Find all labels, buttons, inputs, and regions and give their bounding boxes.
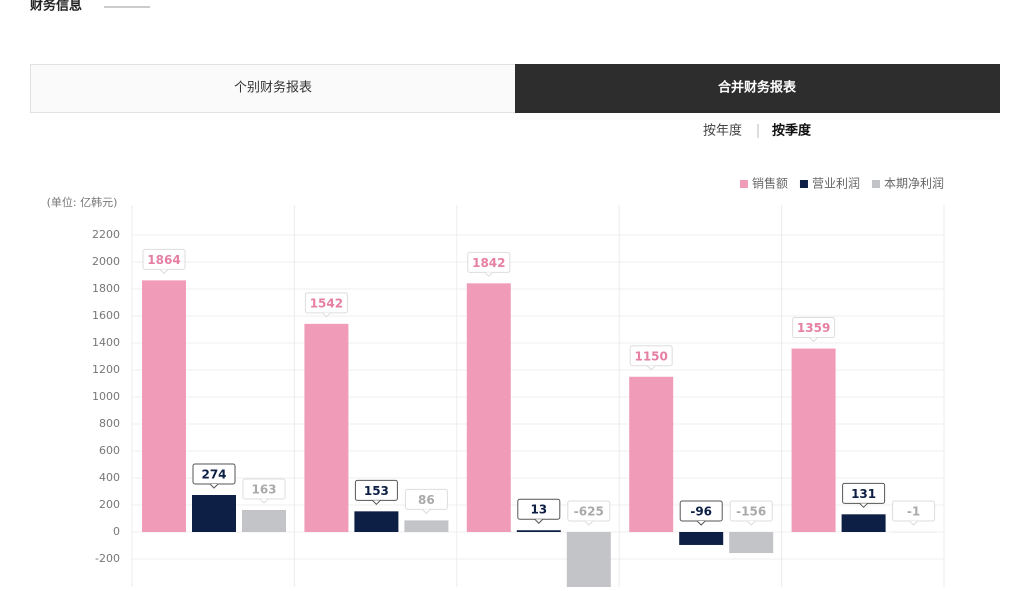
y-tick-label: 1200 [92,363,120,376]
tab-label[interactable]: 合并财务报表 [718,80,797,96]
y-tick-label: 1400 [92,336,120,349]
value-label: 86 [418,493,435,507]
value-label-pointer [485,272,493,276]
value-label: 1359 [797,321,830,335]
value-label-pointer [747,521,755,525]
legend-label: 销售额 [752,176,788,191]
legend-label: 本期净利润 [884,177,944,191]
tab-label[interactable]: 个别财务报表 [234,80,312,96]
value-label: 1864 [147,253,180,267]
value-label: 131 [851,487,876,501]
bar [192,495,236,532]
bar [517,530,561,532]
bar [729,532,773,553]
bar [679,532,723,545]
y-tick-label: 2200 [92,228,120,241]
bar [842,514,886,532]
y-tick-label: 1600 [92,309,120,322]
bar [142,280,186,532]
value-label-pointer [160,269,168,273]
value-label: -1 [907,505,920,519]
value-label: 13 [530,503,547,517]
y-tick-label: 800 [99,417,120,430]
y-tick-label: 1800 [92,282,120,295]
legend-swatch [800,180,808,188]
bar [567,532,611,587]
value-label-pointer [210,484,218,488]
value-label: 274 [201,468,226,482]
legend-swatch [740,180,748,188]
y-tick-label: 2000 [92,255,120,268]
y-axis-label: (单位: 亿韩元) [47,195,118,209]
value-label: -156 [736,505,766,519]
value-label-pointer [647,366,655,370]
y-tick-label: 200 [99,498,120,511]
legend-swatch [872,180,880,188]
y-tick-label: 1000 [92,390,120,403]
value-label-pointer [910,521,918,525]
toggle[interactable]: 按季度 [772,123,812,139]
bar [242,510,286,532]
value-label-pointer [260,499,268,503]
value-label-pointer [585,521,593,525]
y-tick-label: 600 [99,444,120,457]
value-label-pointer [697,521,705,525]
value-label-pointer [535,519,543,523]
value-label: 1842 [472,256,505,270]
y-tick-label: 400 [99,471,120,484]
value-label: 1542 [310,296,343,310]
section-title: 财务信息 [30,0,82,14]
value-label: 1150 [634,349,667,363]
legend-label: 营业利润 [812,177,860,191]
bar [354,511,398,532]
bar [792,349,836,532]
bar [304,324,348,532]
value-label: 163 [251,482,276,496]
bar [404,520,448,532]
value-label: 153 [364,484,389,498]
value-label-pointer [372,500,380,504]
value-label: -96 [690,505,712,519]
bar [467,283,511,532]
bar [629,377,673,532]
value-label: -625 [574,505,604,519]
y-tick-label: 0 [113,525,120,538]
toggle[interactable]: 按年度 [703,123,742,139]
value-label-pointer [422,509,430,513]
y-tick-label: -200 [95,552,120,565]
value-label-pointer [810,338,818,342]
